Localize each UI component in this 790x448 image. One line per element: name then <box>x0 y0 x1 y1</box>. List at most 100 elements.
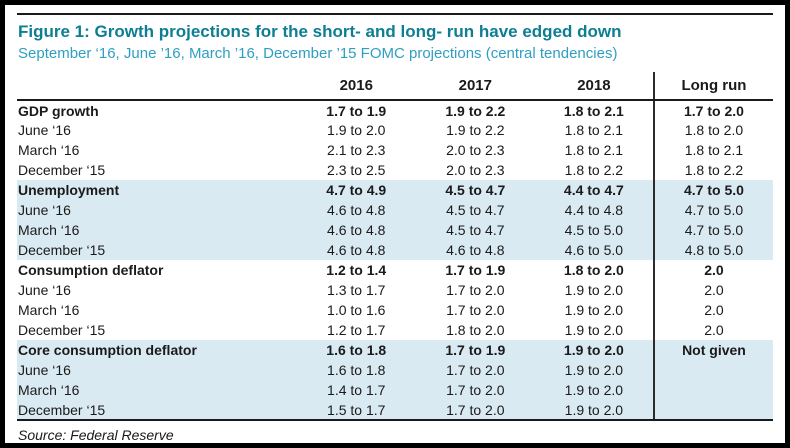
cell-value: 4.6 to 4.8 <box>296 200 416 220</box>
row-label: March ‘16 <box>18 302 80 318</box>
table-row: March ‘16 4.6 to 4.8 4.5 to 4.7 4.5 to 5.0 4… <box>17 220 773 240</box>
cell-value: 1.5 to 1.7 <box>296 400 416 421</box>
cell-value: 1.8 to 2.0 <box>446 322 505 338</box>
cell-value: 2.0 <box>652 320 773 340</box>
cell-value: 1.8 to 2.0 <box>652 120 773 140</box>
cell-value: 1.7 to 1.9 <box>326 102 387 119</box>
cell-value: Not given <box>652 340 773 360</box>
table-row: December ‘15 1.5 to 1.7 1.7 to 2.0 1.9 to 2… <box>17 400 773 421</box>
cell-value: 2.0 <box>652 280 773 300</box>
row-label: Core consumption deflator <box>17 340 297 360</box>
cell-value: 4.4 to 4.8 <box>534 200 654 220</box>
cell-value: 4.8 to 5.0 <box>652 240 773 260</box>
cell-value: 2.0 to 2.3 <box>446 142 505 158</box>
row-label: December ‘15 <box>18 162 106 178</box>
cell-value: 1.0 to 1.6 <box>327 302 386 318</box>
cell-value: 4.4 to 4.7 <box>534 180 654 200</box>
column-header-2018: 2018 <box>534 72 654 101</box>
cell-value: 1.8 to 2.1 <box>563 102 624 119</box>
cell-value: 1.7 to 2.0 <box>415 380 535 400</box>
cell-value: 4.5 to 5.0 <box>534 220 654 240</box>
top-rule <box>17 13 773 15</box>
figure-subtitle: September ‘16, June ’16, March ’16, Dece… <box>18 45 618 62</box>
row-label: March ‘16 <box>18 142 80 158</box>
section-header-row: GDP growth 1.7 to 1.9 1.9 to 2.2 1.8 to 2.1… <box>17 100 773 120</box>
row-label: December ‘15 <box>18 322 106 338</box>
table-row: December ‘15 2.3 to 2.5 2.0 to 2.3 1.8 to 2… <box>17 160 773 180</box>
table-row: December ‘15 4.6 to 4.8 4.6 to 4.8 4.6 to 5… <box>17 240 773 260</box>
cell-value: 1.8 to 2.2 <box>652 160 773 180</box>
cell-value: 1.7 to 2.0 <box>415 360 535 380</box>
projection-table-body: GDP growth 1.7 to 1.9 1.9 to 2.2 1.8 to 2.1… <box>17 100 773 421</box>
column-header-2017: 2017 <box>415 72 535 101</box>
row-label: Consumption deflator <box>18 262 164 278</box>
cell-value: 1.9 to 2.0 <box>564 302 624 318</box>
table-row: June ‘16 1.9 to 2.0 1.9 to 2.2 1.8 to 2.1 1.… <box>17 120 773 140</box>
cell-value: 1.9 to 2.0 <box>564 322 624 338</box>
cell-value: 1.8 to 2.1 <box>564 122 624 138</box>
cell-value: 1.4 to 1.7 <box>296 380 416 400</box>
section-header-row: Unemployment 4.7 to 4.9 4.5 to 4.7 4.4 to 4… <box>17 180 773 200</box>
cell-value: 1.7 to 1.9 <box>445 262 506 278</box>
row-label: December ‘15 <box>17 400 297 421</box>
source-note: Source: Federal Reserve <box>18 427 174 443</box>
cell-value: 1.8 to 2.1 <box>564 142 624 158</box>
cell-value: 4.7 to 5.0 <box>652 220 773 240</box>
cell-value <box>652 380 773 400</box>
cell-value: 1.6 to 1.8 <box>296 340 416 360</box>
table-row: March ‘16 1.0 to 1.6 1.7 to 2.0 1.9 to 2.0 2… <box>17 300 773 320</box>
cell-value: 1.8 to 2.0 <box>563 262 624 278</box>
row-label: March ‘16 <box>17 380 297 400</box>
cell-value: 1.9 to 2.0 <box>534 360 654 380</box>
row-label: December ‘15 <box>17 240 297 260</box>
section-header-row: Consumption deflator 1.2 to 1.4 1.7 to 1.9… <box>17 260 773 280</box>
column-header-blank <box>17 72 297 101</box>
row-label: June ‘16 <box>18 122 71 138</box>
cell-value: 4.6 to 4.8 <box>296 220 416 240</box>
cell-value: 1.9 to 2.2 <box>445 102 506 119</box>
cell-value: 1.7 to 2.0 <box>446 302 505 318</box>
cell-value: 4.7 to 5.0 <box>652 200 773 220</box>
table-row: June ‘16 4.6 to 4.8 4.5 to 4.7 4.4 to 4.8 4.… <box>17 200 773 220</box>
table-row: June ‘16 1.3 to 1.7 1.7 to 2.0 1.9 to 2.0 2.… <box>17 280 773 300</box>
cell-value: 1.8 to 2.2 <box>564 162 624 178</box>
cell-value: 1.9 to 2.2 <box>446 122 505 138</box>
cell-value: 1.7 to 2.0 <box>415 400 535 421</box>
table-row: March ‘16 1.4 to 1.7 1.7 to 2.0 1.9 to 2.0 <box>17 380 773 400</box>
column-header-row: 2016 2017 2018 Long run <box>17 72 773 101</box>
row-label: Unemployment <box>17 180 297 200</box>
cell-value: 1.9 to 2.0 <box>327 122 386 138</box>
cell-value: 1.6 to 1.8 <box>296 360 416 380</box>
cell-value: 1.9 to 2.0 <box>564 282 624 298</box>
table-row: December ‘15 1.2 to 1.7 1.8 to 2.0 1.9 to 2… <box>17 320 773 340</box>
cell-value: 4.5 to 4.7 <box>415 180 535 200</box>
row-label: June ‘16 <box>18 282 71 298</box>
cell-value: 4.7 to 5.0 <box>652 180 773 200</box>
row-label: GDP growth <box>18 102 99 119</box>
cell-value: 2.0 to 2.3 <box>446 162 505 178</box>
cell-value: 4.6 to 4.8 <box>415 240 535 260</box>
row-label: June ‘16 <box>17 200 297 220</box>
cell-value: 4.7 to 4.9 <box>296 180 416 200</box>
cell-value: 1.8 to 2.1 <box>652 140 773 160</box>
column-header-2016: 2016 <box>296 72 416 101</box>
cell-value: 1.7 to 2.0 <box>652 100 773 120</box>
cell-value: 2.3 to 2.5 <box>327 162 386 178</box>
projections-table: 2016 2017 2018 Long run GDP growth 1.7 to… <box>17 72 773 421</box>
table-row: March ‘16 2.1 to 2.3 2.0 to 2.3 1.8 to 2.1 1… <box>17 140 773 160</box>
cell-value: 2.1 to 2.3 <box>327 142 386 158</box>
figure-title: Figure 1: Growth projections for the sho… <box>18 22 622 41</box>
cell-value: 4.5 to 4.7 <box>415 220 535 240</box>
column-header-longrun: Long run <box>652 72 773 101</box>
cell-value: 2.0 <box>652 260 773 280</box>
row-label: March ‘16 <box>17 220 297 240</box>
cell-value: 1.7 to 1.9 <box>415 340 535 360</box>
cell-value: 4.5 to 4.7 <box>415 200 535 220</box>
row-label: June ‘16 <box>17 360 297 380</box>
cell-value: 1.3 to 1.7 <box>327 282 386 298</box>
cell-value: 1.7 to 2.0 <box>446 282 505 298</box>
cell-value: 4.6 to 4.8 <box>296 240 416 260</box>
section-header-row: Core consumption deflator 1.6 to 1.8 1.7 t… <box>17 340 773 360</box>
cell-value <box>652 400 773 421</box>
